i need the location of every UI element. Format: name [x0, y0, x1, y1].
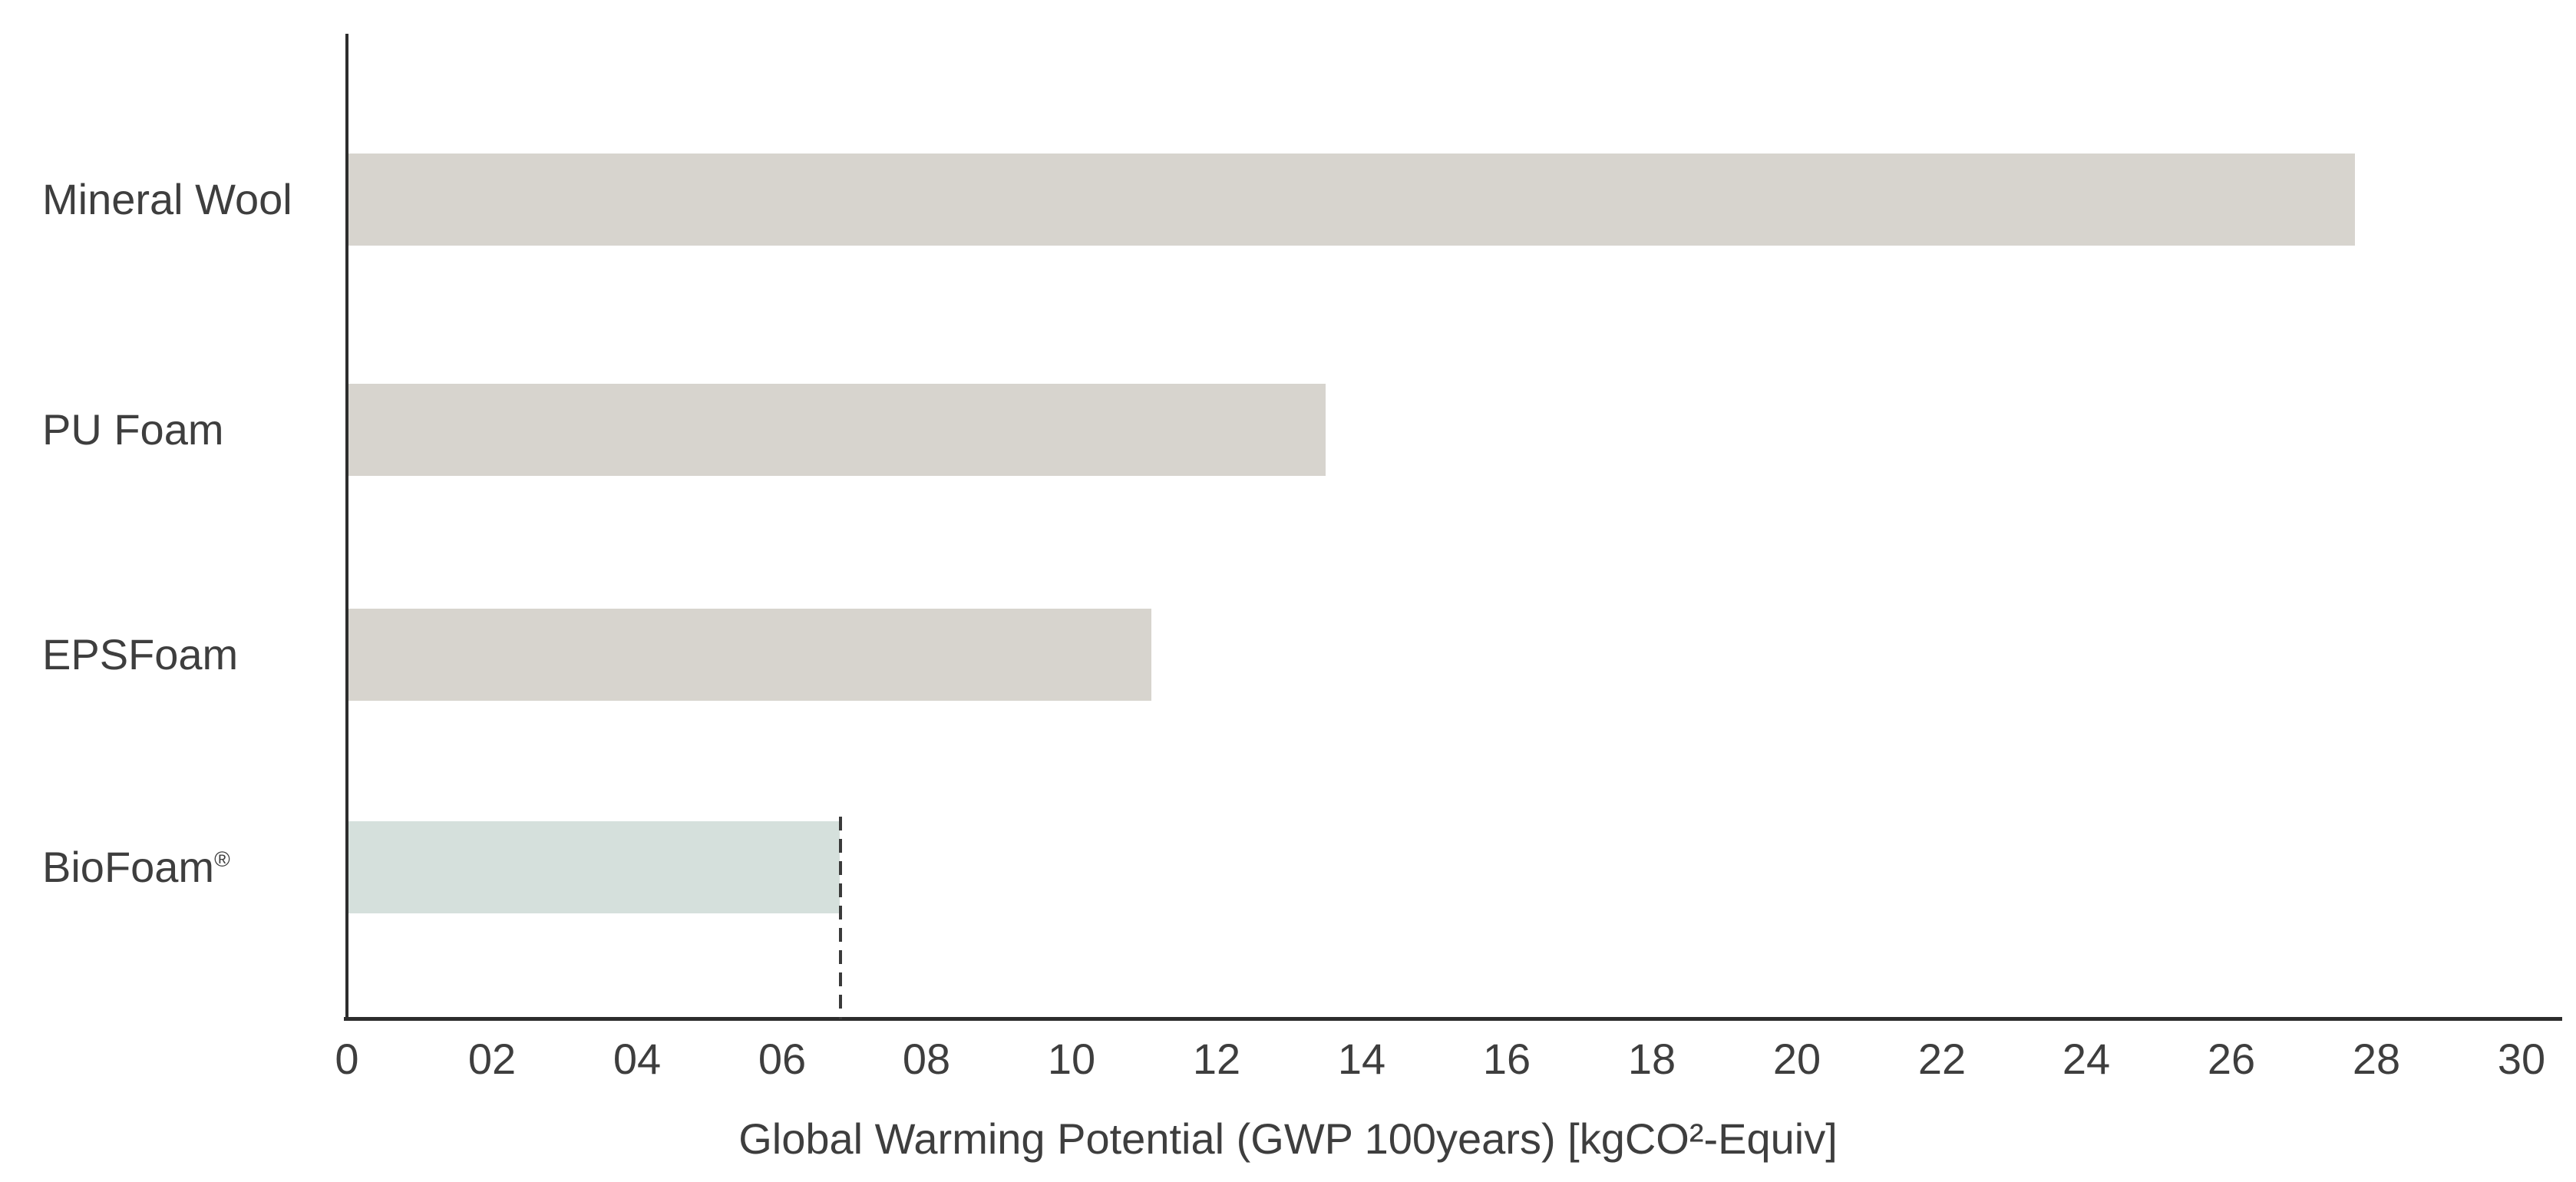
x-tick-label-02: 02: [467, 1035, 517, 1083]
x-tick-label-14: 14: [1337, 1035, 1386, 1083]
x-axis-title: Global Warming Potential (GWP 100years) …: [738, 1114, 1838, 1163]
x-axis-spine: [344, 1017, 2562, 1021]
x-tick-label-22: 22: [1917, 1035, 1967, 1083]
x-tick-label-16: 16: [1482, 1035, 1531, 1083]
y-axis-spine: [345, 34, 348, 1021]
x-tick-label-30: 30: [2497, 1035, 2546, 1083]
x-tick-label-24: 24: [2062, 1035, 2111, 1083]
x-tick-label-06: 06: [758, 1035, 807, 1083]
x-tick-label-12: 12: [1192, 1035, 1241, 1083]
category-label-biofoam: BioFoam®: [42, 843, 230, 892]
bar-epsfoam: [348, 609, 1151, 701]
bar-mineral-wool: [348, 154, 2355, 246]
x-tick-label-28: 28: [2352, 1035, 2401, 1083]
x-tick-label-18: 18: [1627, 1035, 1676, 1083]
x-tick-label-04: 04: [613, 1035, 662, 1083]
category-label-pu-foam: PU Foam: [42, 405, 224, 454]
registered-trademark-symbol: ®: [214, 847, 230, 872]
x-tick-label-08: 08: [902, 1035, 951, 1083]
category-label-mineral-wool: Mineral Wool: [42, 175, 292, 224]
x-tick-label-0: 0: [335, 1035, 359, 1083]
bar-biofoam: [348, 821, 840, 913]
x-tick-label-20: 20: [1772, 1035, 1821, 1083]
bar-pu-foam: [348, 384, 1326, 476]
category-label-epsfoam: EPSFoam: [42, 630, 239, 679]
x-tick-label-26: 26: [2207, 1035, 2256, 1083]
x-tick-label-10: 10: [1047, 1035, 1096, 1083]
reference-dashed-line: [839, 817, 842, 1019]
